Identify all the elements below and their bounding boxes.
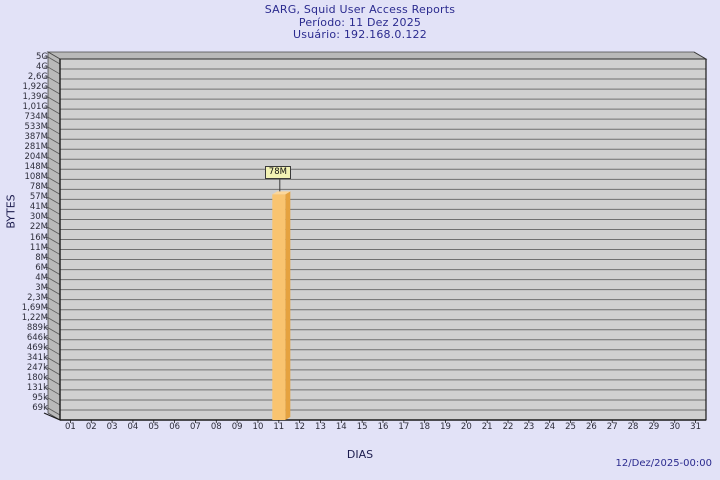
x-axis-tick: 23	[523, 422, 535, 432]
x-axis-tick: 31	[690, 422, 701, 432]
y-axis-tick: 2,3M	[27, 292, 48, 303]
y-axis-tick: 180k	[26, 372, 48, 383]
x-axis-tick: 10	[252, 422, 264, 432]
y-axis-title: BYTES	[4, 194, 18, 229]
x-axis-tick: 08	[210, 422, 222, 432]
x-axis-tick: 30	[669, 422, 681, 432]
x-axis-tick: 12	[294, 422, 306, 432]
y-axis-tick: 8M	[35, 252, 48, 263]
x-axis-tick: 18	[419, 422, 431, 432]
y-axis-tick: 1,01G	[22, 102, 48, 113]
page-title: SARG, Squid User Access Reports	[264, 3, 456, 16]
x-axis-tick: 20	[460, 422, 472, 432]
x-axis-tick: 04	[127, 422, 139, 432]
y-axis-tick: 11M	[29, 242, 48, 253]
y-axis-tick: 1,22M	[21, 312, 48, 323]
x-axis-tick: 13	[315, 422, 326, 432]
y-axis-tick: 148M	[24, 162, 48, 173]
y-axis-tick: 281M	[24, 142, 48, 153]
x-axis-tick: 06	[169, 422, 181, 432]
y-axis-tick: 69k	[32, 402, 48, 413]
x-axis-tick: 25	[565, 422, 576, 432]
y-axis-tick: 6M	[35, 262, 48, 273]
y-axis-tick: 4G	[36, 62, 48, 73]
x-axis-tick: 27	[606, 422, 618, 432]
y-axis-tick: 1,92G	[22, 82, 48, 93]
y-axis-tick: 1,69M	[21, 302, 48, 313]
y-axis-tick: 57M	[29, 192, 48, 203]
x-axis-tick: 14	[335, 422, 347, 432]
y-axis-tick: 1,39G	[22, 92, 48, 103]
x-axis-tick: 21	[481, 422, 493, 432]
y-axis-tick: 131k	[26, 382, 48, 393]
x-axis-title: DIAS	[346, 448, 374, 461]
x-axis-tick: 19	[440, 422, 451, 432]
x-axis-tick: 28	[627, 422, 639, 432]
y-axis-tick: 341k	[26, 352, 48, 363]
y-axis-tick: 78M	[29, 182, 48, 193]
x-axis-tick: 01	[64, 422, 76, 432]
y-axis-tick: 646k	[26, 332, 48, 343]
x-axis-tick: 17	[398, 422, 410, 432]
generated-timestamp: 12/Dez/2025-00:00	[615, 458, 712, 469]
y-axis-tick: 22M	[29, 222, 48, 233]
report-user: Usuário: 192.168.0.122	[293, 28, 427, 41]
y-axis-tick: 533M	[24, 122, 48, 133]
y-axis-tick: 41M	[29, 202, 48, 213]
y-axis-tick: 5G	[36, 52, 48, 62]
y-axis-tick: 889k	[26, 322, 48, 333]
chart-title-block: SARG, Squid User Access Reports Período:…	[0, 3, 720, 42]
y-axis-tick: 469k	[26, 342, 48, 353]
y-axis-tick: 734M	[24, 112, 48, 123]
x-axis-tick: 16	[377, 422, 389, 432]
x-axis-tick: 26	[585, 422, 597, 432]
x-axis-tick: 22	[502, 422, 514, 432]
y-axis-tick: 387M	[24, 132, 48, 143]
y-axis-tick: 108M	[24, 172, 48, 183]
x-axis-tick: 15	[356, 422, 368, 432]
bar-value-label: 78M	[264, 166, 291, 180]
y-axis-tick: 204M	[24, 152, 48, 163]
x-axis-tick: 03	[106, 422, 118, 432]
y-axis-tick: 16M	[29, 232, 48, 243]
x-axis-tick: 07	[190, 422, 201, 432]
x-axis-tick: 02	[85, 422, 97, 432]
y-axis-tick: 3M	[35, 282, 48, 293]
y-axis-tick: 95k	[32, 392, 48, 403]
y-axis-tick: 4M	[35, 272, 48, 283]
y-axis-tick: 30M	[29, 212, 48, 223]
x-axis-tick: 24	[544, 422, 556, 432]
y-axis-tick-labels: 5G 4G 2,6G 1,92G 1,39G 1,01G 734M 533M 387M 281M 2…	[0, 0, 48, 480]
x-axis-tick: 05	[148, 422, 160, 432]
x-axis-tick: 09	[231, 422, 243, 432]
x-axis-tick: 29	[648, 422, 660, 432]
y-axis-tick: 247k	[26, 362, 48, 373]
x-axis-tick: 11	[273, 422, 285, 432]
y-axis-tick: 2,6G	[27, 72, 48, 83]
report-period: Período: 11 Dez 2025	[298, 15, 422, 29]
